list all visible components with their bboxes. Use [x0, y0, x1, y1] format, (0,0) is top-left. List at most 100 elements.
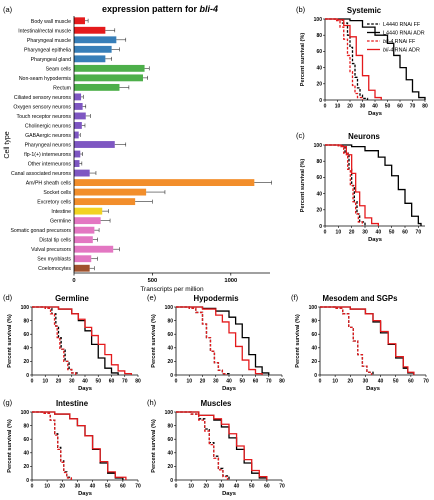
y-axis-label: Percent survival (%) [295, 314, 301, 368]
x-tick-label: 30 [213, 379, 219, 385]
y-tick-label: 20 [316, 82, 322, 88]
y-tick-label: Somatic gonad precursors [10, 228, 71, 234]
bar [74, 207, 103, 215]
bar [74, 226, 95, 234]
survival-curve [320, 306, 374, 375]
panel-letter: (g) [3, 398, 13, 407]
x-tick-label: 60 [402, 230, 408, 236]
y-tick-label: 40 [23, 346, 29, 352]
x-tick-label: 30 [363, 379, 369, 385]
y-axis-label: Percent survival (%) [300, 159, 306, 213]
x-tick-label: 500 [148, 278, 158, 284]
legend-gene: bli-4 [383, 39, 393, 45]
y-tick-label: 0 [314, 373, 317, 379]
panel-f-mesoderm: (f) Mesodem and SGPs 0 20 40 60 80 100 0 10 20 30 40… [291, 293, 429, 392]
x-tick-label: 20 [348, 379, 354, 385]
survival-curve [176, 411, 268, 480]
survival-curve [32, 411, 73, 480]
bar [74, 169, 90, 177]
legend-gene: bli-4 [383, 48, 393, 54]
panel-letter: (e) [147, 293, 157, 302]
bar [74, 198, 136, 206]
y-tick-label: Distal tip cells [39, 238, 71, 244]
x-axis-label: Days [78, 491, 92, 497]
panel-title: Mesodem and SGPs [323, 294, 399, 303]
y-tick-label: 40 [316, 65, 322, 71]
x-tick-label: 20 [204, 484, 210, 490]
y-tick-label: Coelomocytes [38, 266, 71, 272]
y-tick-label: 60 [23, 437, 29, 443]
x-tick-label: 40 [82, 379, 88, 385]
survival-curve [176, 306, 227, 375]
chart-title: expression pattern for bli-4 [102, 4, 218, 14]
y-axis-label: Percent survival (%) [7, 419, 13, 473]
y-tick-label: 100 [309, 305, 318, 311]
legend-label: L4440 RNAi ADR [383, 31, 425, 37]
x-tick-label: 1000 [224, 278, 237, 284]
survival-curve [176, 306, 230, 375]
x-axis-label: Days [368, 111, 382, 117]
x-tick-label: 70 [410, 104, 416, 110]
y-tick-label: 60 [316, 49, 322, 55]
x-tick-label: 30 [360, 104, 366, 110]
legend-label: L4440 RNAi FF [383, 22, 421, 28]
x-axis-label: Days [78, 386, 92, 392]
x-tick-label: 0 [319, 379, 322, 385]
panel-title: Intestine [56, 399, 89, 408]
y-tick-label: Sex myoblasts [37, 257, 71, 263]
y-tick-label: Canal associated neurons [11, 171, 71, 177]
panel-title: Hypodermis [193, 294, 239, 303]
panel-b-systemic: (b) Systemic 0 20 40 60 80 100 0 10 20 30 40 50 60 70 80… [296, 5, 428, 117]
x-tick-label: 50 [249, 484, 255, 490]
x-tick-label: 0 [31, 379, 34, 385]
chart-title-gene: bli-4 [200, 4, 219, 14]
x-axis-label: Days [222, 491, 236, 497]
x-tick-label: 70 [266, 379, 272, 385]
y-tick-label: 80 [167, 318, 173, 324]
y-tick-label: 40 [316, 191, 322, 197]
panel-title: Muscles [201, 399, 232, 408]
y-tick-label: 40 [23, 451, 29, 457]
x-tick-label: 10 [188, 484, 194, 490]
survival-curve [325, 144, 422, 226]
x-tick-label: 10 [44, 484, 50, 490]
y-tick-label: 20 [316, 208, 322, 214]
x-axis-label: Days [368, 237, 382, 243]
x-tick-label: 10 [332, 379, 338, 385]
bar [74, 74, 143, 82]
survival-curve [325, 18, 369, 100]
bar [74, 17, 85, 25]
y-tick-label: 40 [311, 346, 317, 352]
y-axis-label: Percent survival (%) [151, 419, 157, 473]
x-tick-label: 10 [335, 104, 341, 110]
survival-curve [325, 18, 426, 100]
x-tick-label: 40 [378, 379, 384, 385]
x-tick-label: 0 [31, 484, 34, 490]
x-axis-label: Transcripts per million [140, 286, 204, 293]
y-tick-label: 100 [165, 410, 174, 416]
y-tick-label: Other interneurons [28, 162, 72, 168]
survival-curve [176, 306, 270, 375]
survival-curve [32, 411, 127, 480]
bar [74, 26, 106, 34]
y-tick-label: Cholinergic neurons [25, 123, 72, 129]
survival-curve [176, 306, 263, 375]
x-tick-label: 60 [408, 379, 414, 385]
survival-curve [320, 306, 415, 375]
x-tick-label: 60 [264, 484, 270, 490]
panel-g-intestine: (g) Intestine 0 20 40 60 80 100 0 10 20 30 40 50 60 70 D… [3, 398, 141, 497]
bar [74, 64, 145, 72]
panel-letter: (b) [296, 5, 306, 14]
x-tick-label: 50 [393, 379, 399, 385]
x-tick-label: 10 [186, 379, 192, 385]
legend-text: L4440 RNAi FF [383, 22, 421, 28]
x-tick-label: 60 [397, 104, 403, 110]
y-tick-label: 60 [316, 175, 322, 181]
y-tick-label: Touch receptor neurons [16, 114, 71, 120]
y-tick-label: Excretory cells [37, 200, 71, 206]
panel-e-hypodermis: (e) Hypodermis 0 20 40 60 80 100 0 10 20 30 40 50 60 70… [147, 293, 285, 392]
survival-curve [32, 306, 119, 375]
x-tick-label: 20 [56, 379, 62, 385]
x-tick-label: 80 [279, 379, 285, 385]
